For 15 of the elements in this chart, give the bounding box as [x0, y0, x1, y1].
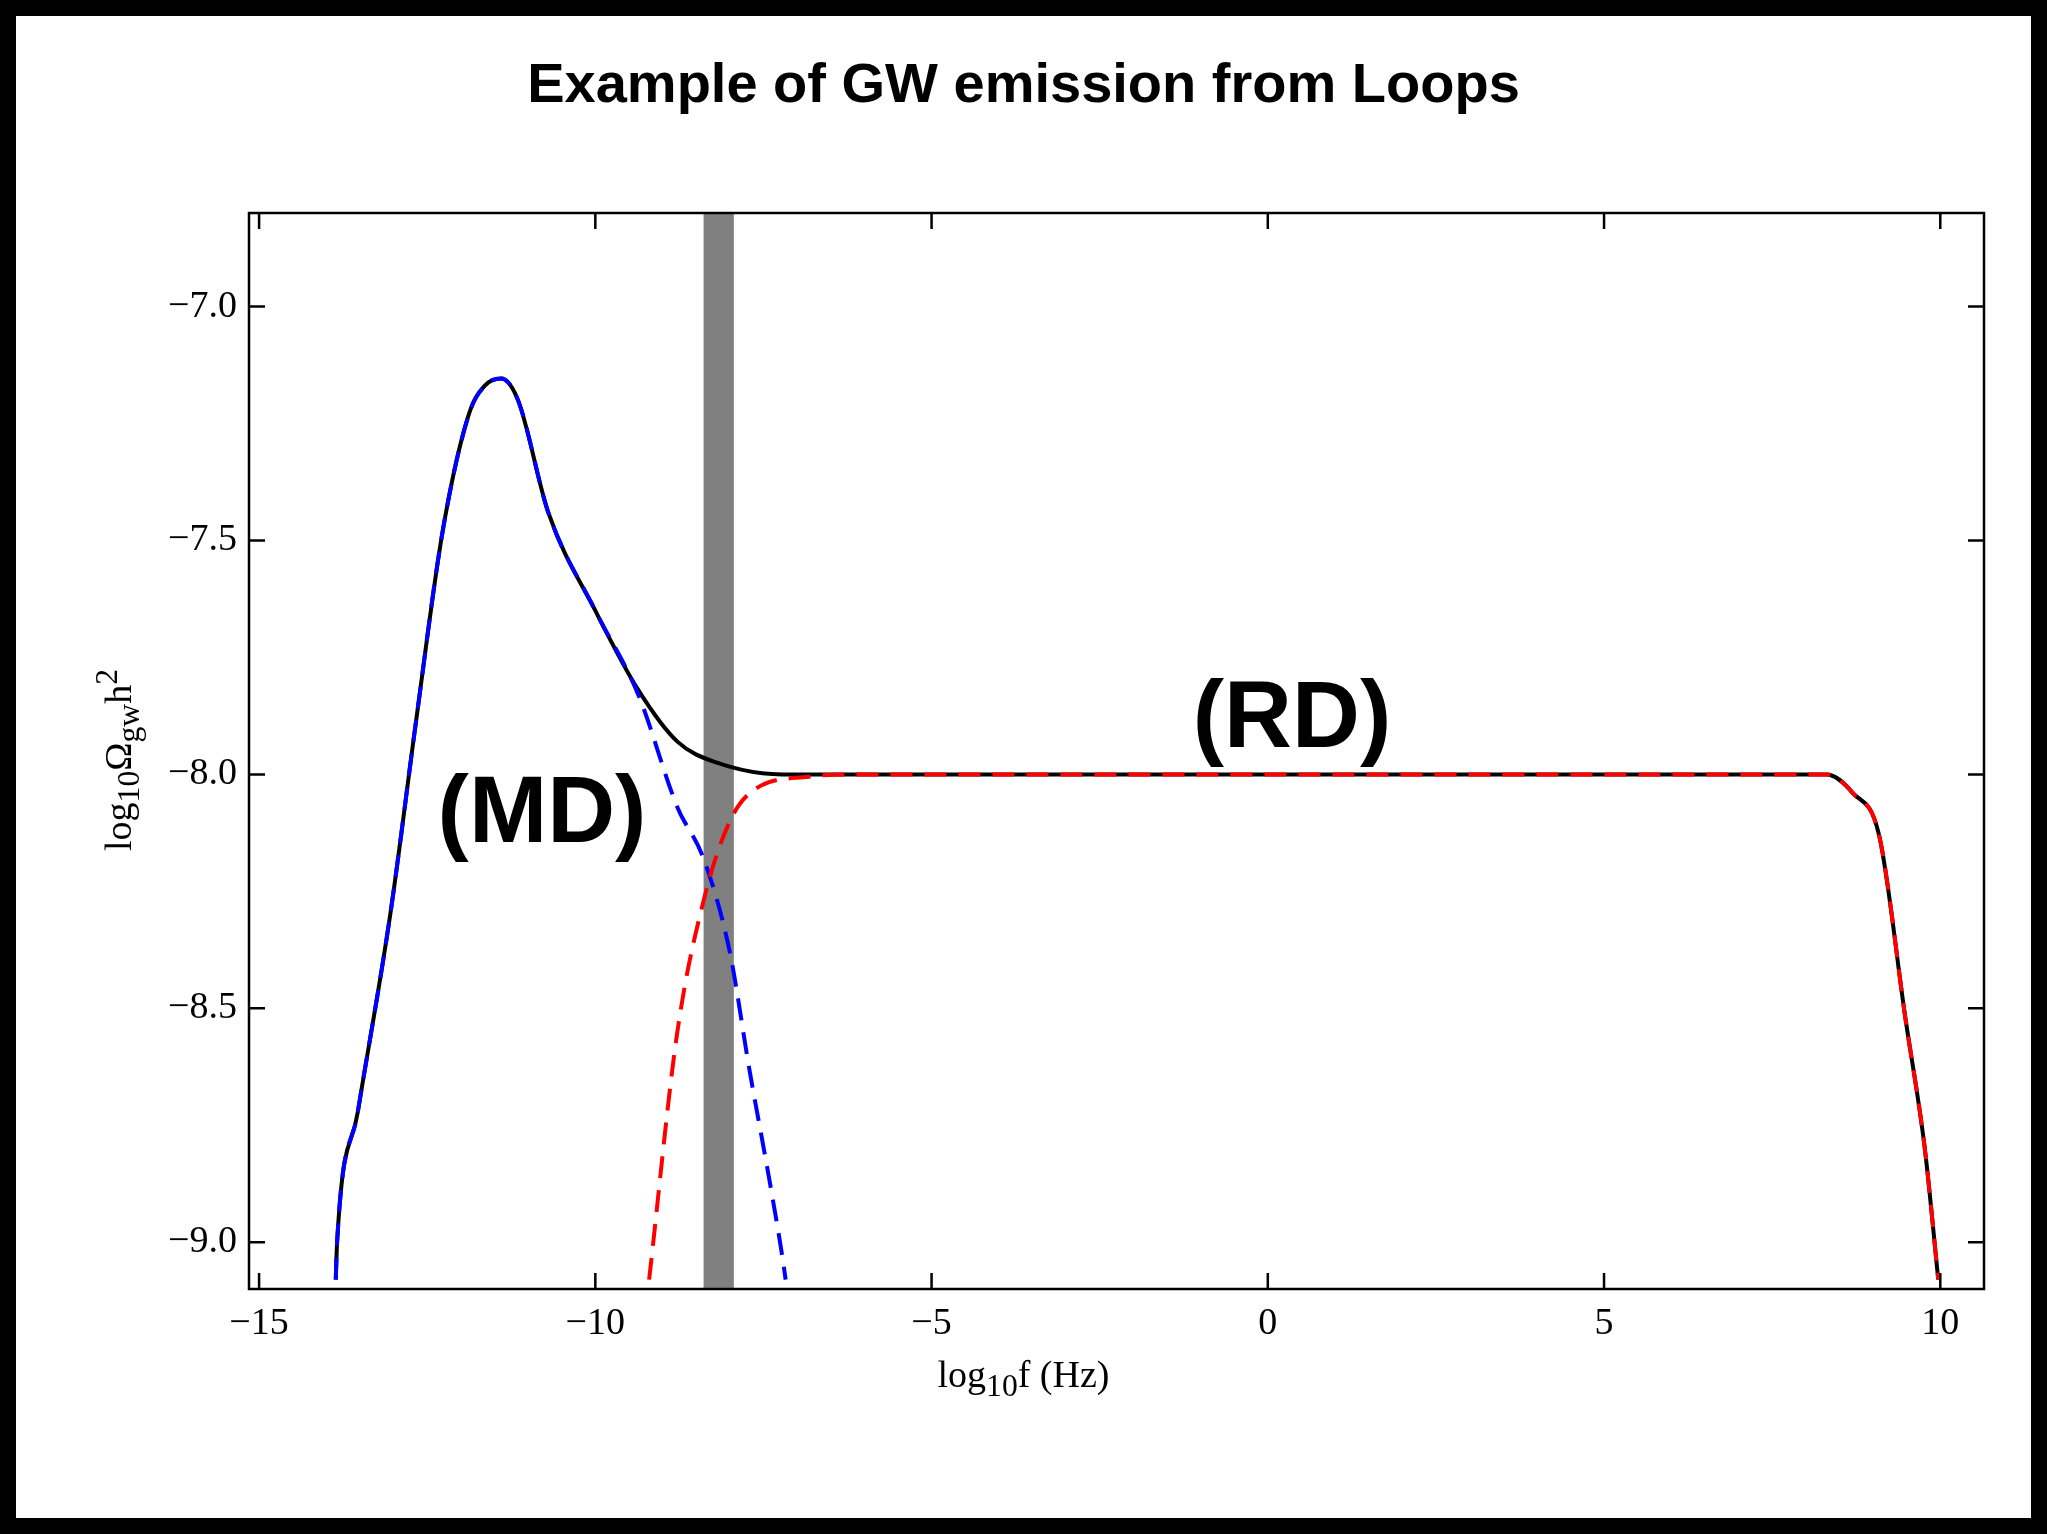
x-tick-label: 0 [1258, 1299, 1278, 1342]
x-tick-label: 5 [1594, 1299, 1614, 1342]
x-tick-label: 10 [1921, 1299, 1960, 1342]
y-tick-label: −7.5 [168, 516, 237, 559]
y-tick-label: −8.0 [168, 750, 237, 793]
annotation: (MD) [437, 756, 647, 864]
chart-title: Example of GW emission from Loops [526, 50, 1521, 115]
y-tick-label: −8.5 [168, 984, 237, 1027]
y-tick-label: −7.0 [168, 282, 237, 325]
annotation: (RD) [1192, 661, 1392, 769]
x-tick-label: −10 [565, 1299, 626, 1342]
x-tick-label: −5 [911, 1299, 952, 1342]
x-tick-label: −15 [229, 1299, 289, 1342]
y-tick-label: −9.0 [168, 1218, 237, 1261]
x-axis-title: log$_{10}$f (Hz) [936, 1352, 1111, 1404]
